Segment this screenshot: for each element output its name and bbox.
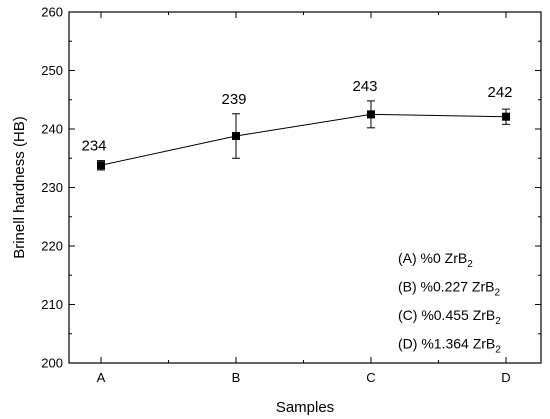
series — [97, 100, 510, 171]
legend-entry: (D) %1.364 ZrB2 — [398, 336, 501, 356]
x-tick-label: C — [366, 370, 375, 385]
ticks: 200 210 220 230 240 250 260 A B C D — [41, 5, 541, 385]
x-tick-label: A — [97, 370, 106, 385]
y-tick-label: 250 — [41, 63, 63, 78]
data-point-marker — [502, 112, 510, 121]
y-tick-label: 210 — [41, 297, 63, 312]
y-tick-label: 240 — [41, 122, 63, 137]
y-axis-label: Brinell hardness (HB) — [11, 116, 28, 259]
y-tick-label: 220 — [41, 239, 63, 254]
data-label: 242 — [487, 84, 512, 101]
series-line — [100, 113, 507, 166]
data-label: 234 — [81, 138, 106, 155]
x-tick-label: B — [232, 370, 241, 385]
y-tick-label: 230 — [41, 180, 63, 195]
legend: (A) %0 ZrB2 (B) %0.227 ZrB2 (C) %0.455 ZrB… — [398, 250, 501, 356]
legend-entry: (B) %0.227 ZrB2 — [398, 279, 500, 299]
data-point-marker — [97, 161, 105, 170]
y-tick-label: 200 — [41, 356, 63, 371]
data-label: 239 — [221, 91, 246, 108]
x-axis-label: Samples — [276, 399, 334, 416]
data-labels: 234 239 243 242 — [81, 78, 512, 155]
data-label: 243 — [352, 78, 377, 95]
x-tick-label: D — [501, 370, 510, 385]
y-tick-label: 260 — [41, 5, 63, 20]
data-point-marker — [232, 132, 240, 141]
legend-entry: (C) %0.455 ZrB2 — [398, 307, 501, 327]
data-point-marker — [367, 110, 375, 119]
legend-entry: (A) %0 ZrB2 — [398, 250, 473, 270]
